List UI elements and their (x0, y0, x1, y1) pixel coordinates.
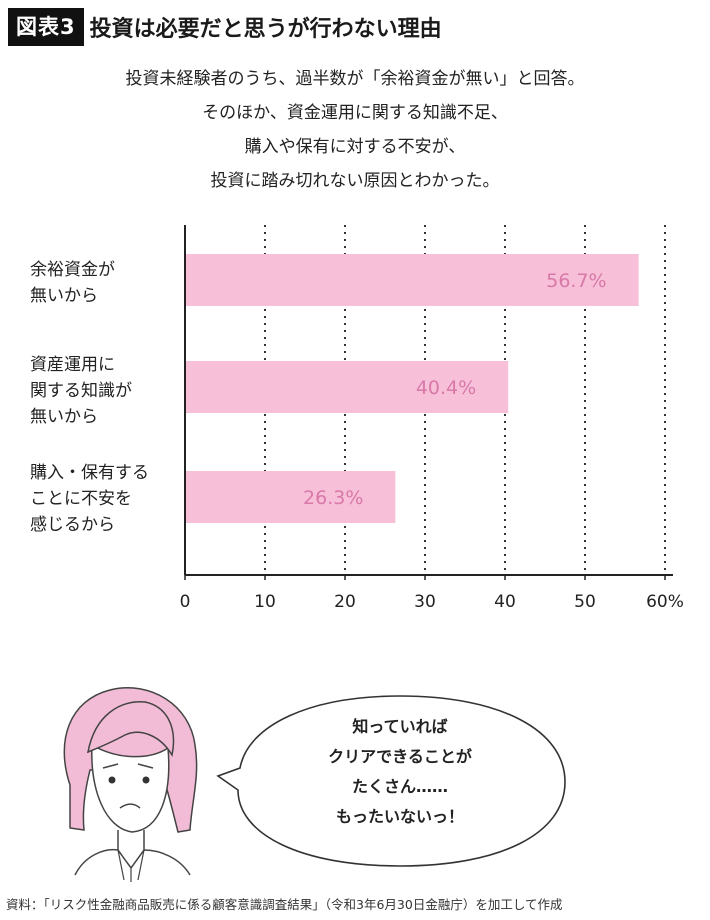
speech-line: クリアできることが (328, 747, 472, 766)
description: 投資未経験者のうち、過半数が「余裕資金が無い」と回答。 そのほか、資金運用に関す… (0, 62, 710, 198)
x-tick-label: 60% (646, 592, 684, 612)
speech-bubble-text: 知っていれば クリアできることが たくさん…… もったいないっ！ (265, 712, 535, 832)
category-label: 資産運用に 関する知識が 無いから (30, 355, 132, 427)
category-label: 余裕資金が 無いから (30, 260, 115, 306)
neck (117, 830, 145, 850)
speech-line: もったいないっ！ (335, 807, 464, 826)
x-tick-label: 20 (334, 592, 356, 612)
figure-header: 図表3 投資は必要だと思うが行わない理由 (8, 8, 442, 46)
speech-bubble (216, 695, 566, 867)
x-tick-label: 0 (180, 592, 191, 612)
speech-line: 知っていれば (352, 717, 448, 736)
bar-value-label: 26.3% (303, 487, 363, 509)
collar (117, 849, 145, 882)
x-tick-label: 30 (414, 592, 436, 612)
figure-title: 投資は必要だと思うが行わない理由 (89, 17, 442, 42)
description-line: 購入や保有に対する不安が、 (244, 137, 466, 157)
face (91, 743, 170, 833)
figure-number-badge: 図表3 (8, 8, 84, 46)
mouth (119, 803, 141, 809)
description-line: 投資に踏み切れない原因とわかった。 (210, 171, 500, 191)
worried-woman-illustration (63, 687, 198, 882)
speech-line: たくさん…… (351, 777, 448, 796)
description-line: 投資未経験者のうち、過半数が「余裕資金が無い」と回答。 (125, 69, 585, 89)
eye (142, 776, 150, 784)
source-note: 資料：「リスク性金融商品販売に係る顧客意識調査結果」（令和3年6月30日金融庁）… (6, 897, 563, 912)
shoulders (74, 848, 191, 876)
eyebrow (102, 763, 119, 769)
x-tick-label: 10 (254, 592, 276, 612)
bar (185, 471, 396, 523)
x-tick-label: 50 (574, 592, 596, 612)
bar-value-label: 56.7% (546, 270, 606, 292)
description-line: そのほか、資金運用に関する知識不足、 (202, 103, 508, 123)
bar (185, 361, 509, 413)
bar (185, 254, 639, 306)
bangs (87, 701, 175, 758)
category-label: 購入・保有する ことに不安を 感じるから (30, 463, 149, 535)
x-tick-label: 40 (494, 592, 516, 612)
eyebrow (137, 763, 154, 769)
bar-value-label: 40.4% (416, 377, 476, 399)
eye (108, 776, 116, 784)
